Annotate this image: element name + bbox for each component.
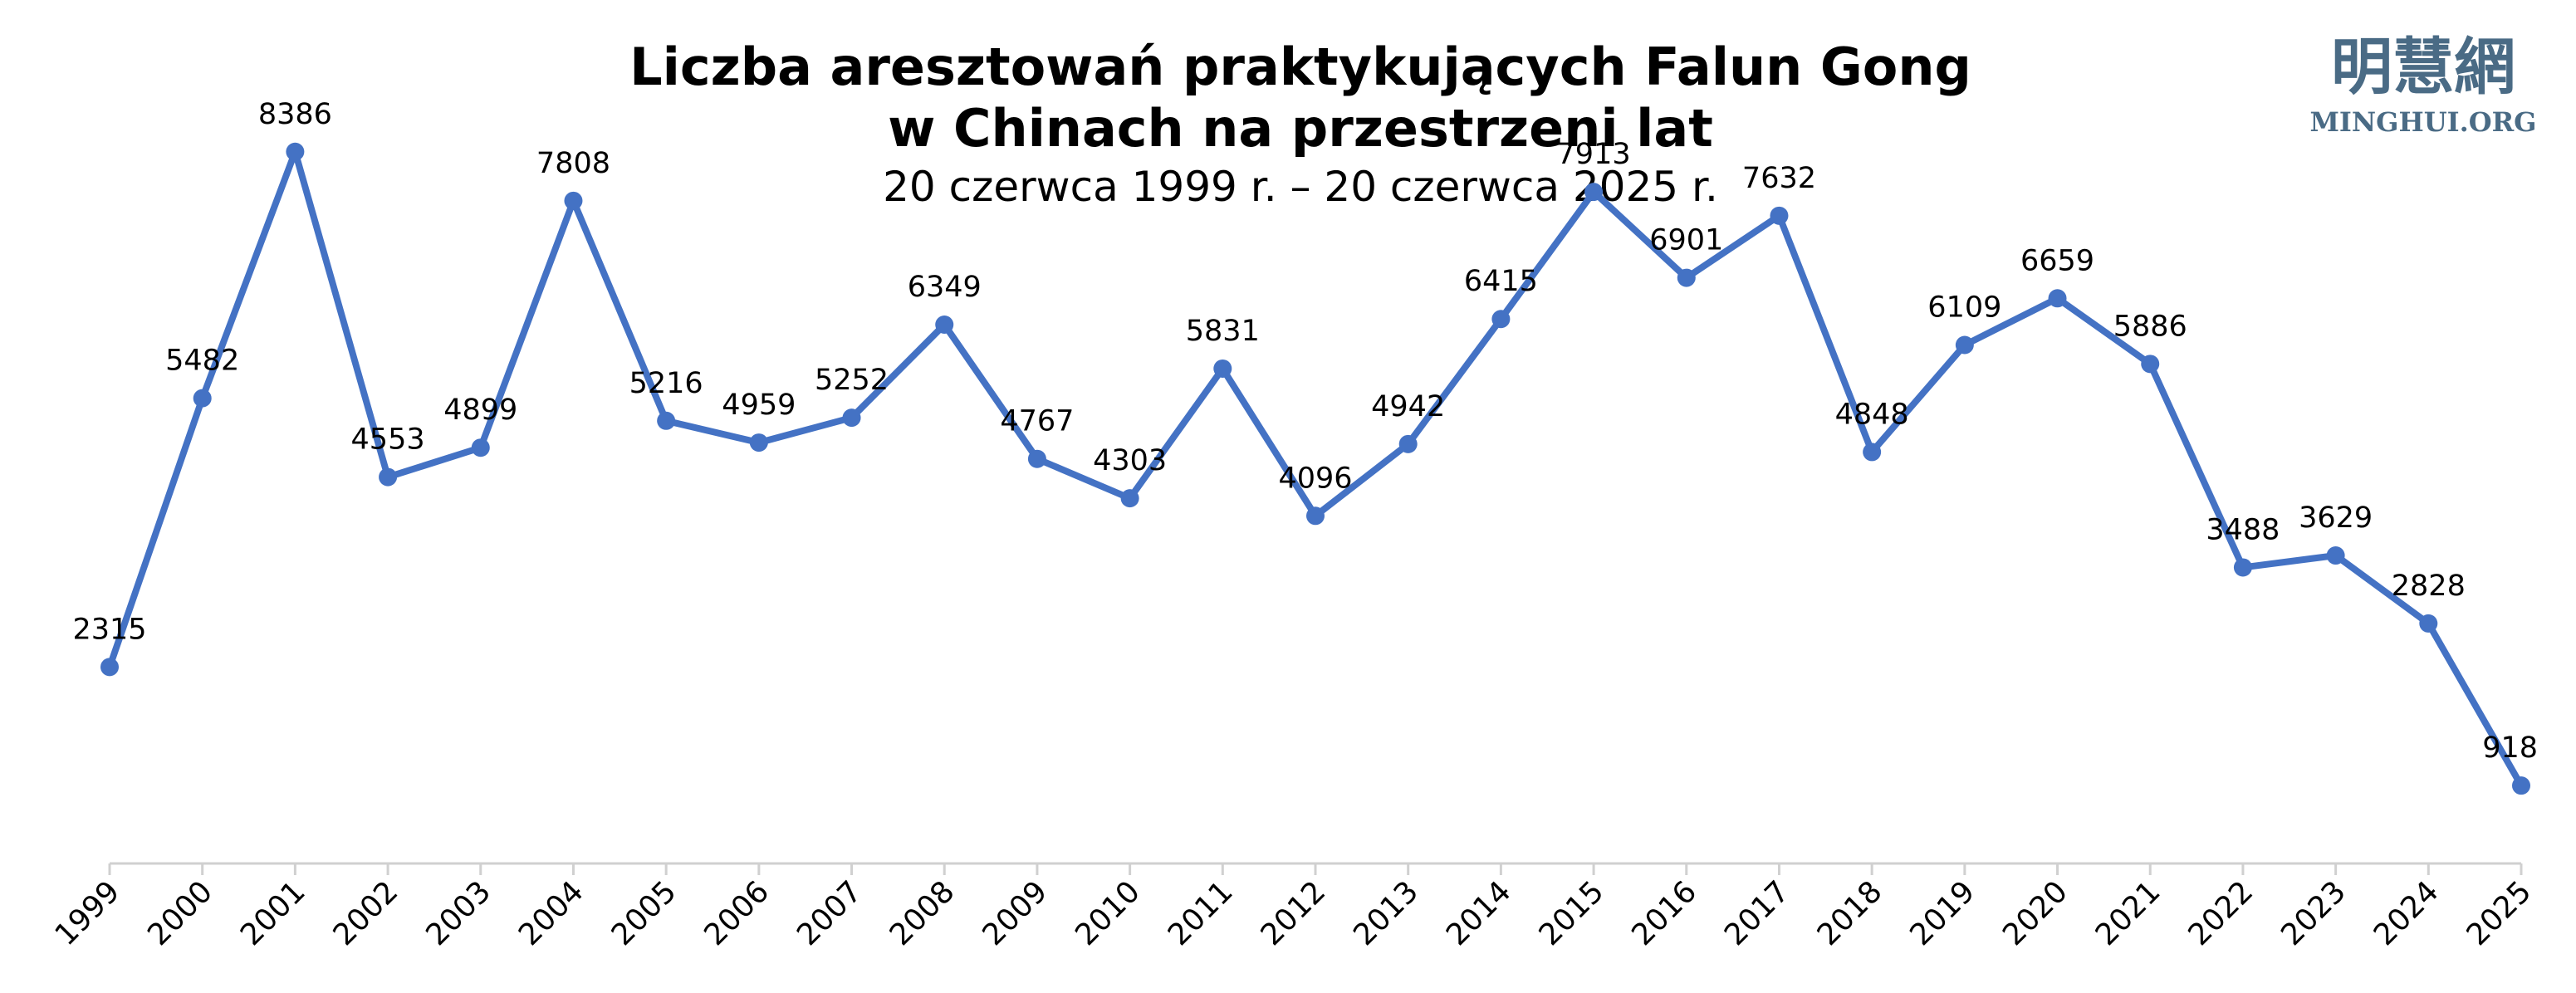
data-point-2001 bbox=[286, 142, 305, 161]
data-point-2005 bbox=[657, 411, 676, 430]
x-tick-label-2014: 2014 bbox=[1440, 874, 1518, 952]
x-tick-label-2011: 2011 bbox=[1162, 874, 1240, 952]
data-point-2012 bbox=[1306, 506, 1325, 526]
x-tick-label-2002: 2002 bbox=[327, 874, 405, 952]
data-label-2003: 4899 bbox=[443, 394, 517, 427]
data-point-2020 bbox=[2048, 289, 2067, 308]
data-label-2020: 6659 bbox=[2020, 244, 2094, 277]
data-point-2016 bbox=[1677, 268, 1696, 287]
data-label-2019: 6109 bbox=[1927, 291, 2001, 325]
data-label-2009: 4767 bbox=[1000, 405, 1074, 438]
data-point-2021 bbox=[2141, 355, 2160, 374]
x-tick-label-2015: 2015 bbox=[1533, 874, 1611, 952]
x-tick-label-2003: 2003 bbox=[419, 874, 497, 952]
data-point-2017 bbox=[1770, 206, 1789, 225]
data-label-2015: 7913 bbox=[1557, 138, 1631, 171]
x-tick-label-2000: 2000 bbox=[141, 874, 219, 952]
data-label-2025: 918 bbox=[2482, 731, 2538, 765]
x-axis-labels: 1999 2000 2001 2002 2003 2004 2005 2006 2007 2008… bbox=[49, 874, 2539, 952]
data-point-2018 bbox=[1863, 443, 1882, 462]
data-point-2023 bbox=[2326, 546, 2345, 565]
data-label-2005: 5216 bbox=[629, 367, 703, 400]
data-label-2000: 5482 bbox=[165, 345, 239, 378]
x-tick-label-2009: 2009 bbox=[977, 874, 1055, 952]
data-label-2001: 8386 bbox=[258, 98, 332, 131]
data-label-2024: 2828 bbox=[2392, 570, 2466, 603]
data-point-2011 bbox=[1213, 359, 1232, 378]
data-point-2004 bbox=[564, 191, 583, 210]
x-tick-label-2025: 2025 bbox=[2461, 874, 2539, 952]
data-point-2010 bbox=[1120, 489, 1139, 508]
data-label-2010: 4303 bbox=[1093, 444, 1167, 477]
data-label-2004: 7808 bbox=[536, 147, 610, 180]
data-point-2022 bbox=[2233, 558, 2252, 577]
data-point-2007 bbox=[842, 408, 861, 428]
data-label-2017: 7632 bbox=[1742, 162, 1816, 195]
x-tick-label-2022: 2022 bbox=[2182, 874, 2260, 952]
data-point-1999 bbox=[100, 658, 119, 677]
x-tick-label-2004: 2004 bbox=[512, 874, 590, 952]
data-point-2013 bbox=[1398, 434, 1418, 453]
x-tick-label-2018: 2018 bbox=[1811, 874, 1889, 952]
data-label-2013: 4942 bbox=[1371, 390, 1445, 423]
data-label-2006: 4959 bbox=[722, 389, 796, 422]
logo-chinese-text: 明慧網 bbox=[2331, 32, 2515, 103]
x-axis-ticks bbox=[108, 863, 2523, 875]
x-tick-label-2020: 2020 bbox=[1996, 874, 2074, 952]
data-label-2022: 3488 bbox=[2206, 513, 2280, 546]
data-point-2008 bbox=[935, 315, 954, 334]
x-tick-label-2012: 2012 bbox=[1255, 874, 1333, 952]
data-label-2002: 4553 bbox=[351, 423, 425, 457]
x-tick-label-2013: 2013 bbox=[1347, 874, 1425, 952]
data-label-2007: 5252 bbox=[815, 364, 889, 397]
x-tick-label-2010: 2010 bbox=[1069, 874, 1147, 952]
data-label-2021: 5886 bbox=[2113, 310, 2187, 343]
x-tick-label-2017: 2017 bbox=[1718, 874, 1796, 952]
data-point-2000 bbox=[193, 389, 212, 408]
data-point-2025 bbox=[2512, 776, 2530, 795]
data-labels: 2315 5482 8386 4553 4899 7808 5216 4959 5252 6349… bbox=[72, 98, 2538, 765]
data-label-1999: 2315 bbox=[72, 613, 146, 646]
data-label-2014: 6415 bbox=[1464, 265, 1538, 298]
data-point-2024 bbox=[2419, 614, 2438, 633]
data-point-2009 bbox=[1027, 449, 1046, 468]
data-label-2016: 6901 bbox=[1649, 224, 1723, 257]
data-point-2003 bbox=[471, 438, 490, 457]
data-label-2018: 4848 bbox=[1835, 398, 1909, 431]
data-point-2019 bbox=[1955, 335, 1974, 355]
x-tick-label-2006: 2006 bbox=[698, 874, 776, 952]
data-label-2012: 4096 bbox=[1278, 462, 1352, 495]
data-point-2014 bbox=[1491, 310, 1511, 329]
x-tick-label-2008: 2008 bbox=[884, 874, 962, 952]
logo-latin-text: MINGHUI.ORG bbox=[2309, 106, 2536, 138]
chart-subtitle: 20 czerwca 1999 r. – 20 czerwca 2025 r. bbox=[883, 163, 1718, 211]
x-tick-label-2001: 2001 bbox=[234, 874, 312, 952]
chart-title: Liczba aresztowań praktykujących Falun G… bbox=[629, 37, 1971, 97]
data-label-2011: 5831 bbox=[1186, 315, 1260, 348]
minghui-logo: 明慧網 MINGHUI.ORG bbox=[2309, 32, 2536, 138]
data-label-2023: 3629 bbox=[2299, 501, 2373, 535]
x-tick-label-2021: 2021 bbox=[2089, 874, 2167, 952]
data-point-2006 bbox=[749, 433, 768, 452]
x-tick-label-2005: 2005 bbox=[605, 874, 683, 952]
data-point-2002 bbox=[379, 467, 398, 487]
x-tick-label-1999: 1999 bbox=[49, 874, 127, 952]
data-point-2015 bbox=[1584, 183, 1604, 202]
data-label-2008: 6349 bbox=[908, 271, 982, 304]
x-tick-label-2023: 2023 bbox=[2275, 874, 2353, 952]
x-tick-label-2024: 2024 bbox=[2368, 874, 2446, 952]
x-tick-label-2007: 2007 bbox=[791, 874, 869, 952]
x-tick-label-2016: 2016 bbox=[1625, 874, 1703, 952]
x-tick-label-2019: 2019 bbox=[1903, 874, 1981, 952]
chart-title-line2: w Chinach na przestrzeni lat bbox=[888, 98, 1713, 159]
data-points bbox=[100, 142, 2530, 795]
